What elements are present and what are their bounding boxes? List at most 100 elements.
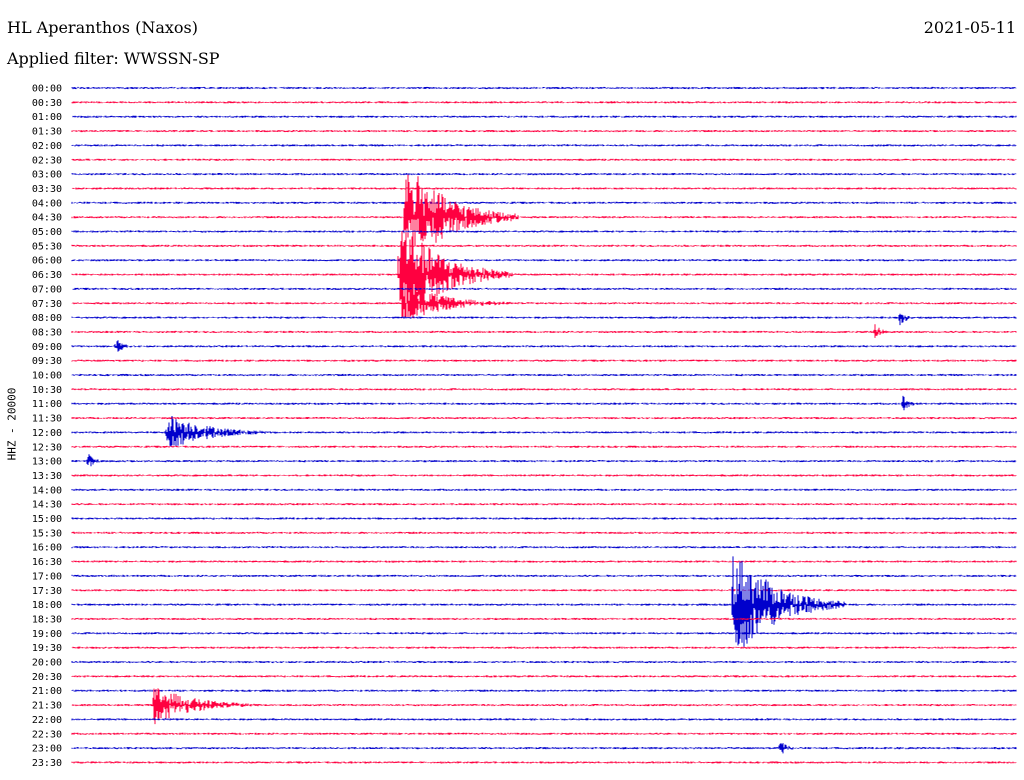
time-tick-label: 02:00 xyxy=(32,141,62,152)
trace-line xyxy=(71,187,1017,190)
time-tick-label: 09:30 xyxy=(32,356,62,367)
trace-line xyxy=(71,646,1017,649)
time-tick-label: 08:00 xyxy=(32,313,62,324)
trace-line xyxy=(71,445,1017,448)
trace-line xyxy=(71,388,1017,391)
trace-line xyxy=(71,259,1017,262)
trace-line xyxy=(71,454,1017,467)
trace-line xyxy=(71,574,1017,577)
time-tick-label: 08:30 xyxy=(32,327,62,338)
trace-line xyxy=(71,231,1017,319)
time-tick-label: 04:00 xyxy=(32,198,62,209)
trace-line xyxy=(71,244,1017,247)
time-tick-label: 18:00 xyxy=(32,600,62,611)
time-tick-label: 20:30 xyxy=(32,672,62,683)
time-tick-label: 10:00 xyxy=(32,371,62,382)
time-tick-label: 03:30 xyxy=(32,184,62,195)
time-tick-label: 07:00 xyxy=(32,284,62,295)
trace-line xyxy=(71,660,1017,664)
time-tick-label: 01:00 xyxy=(32,112,62,123)
time-tick-label: 22:00 xyxy=(32,715,62,726)
time-tick-label: 17:00 xyxy=(32,571,62,582)
time-tick-label: 14:30 xyxy=(32,500,62,511)
trace-line xyxy=(71,201,1017,204)
trace-line xyxy=(71,560,1017,563)
trace-line xyxy=(71,144,1017,147)
time-tick-label: 04:30 xyxy=(32,213,62,224)
time-tick-label: 00:30 xyxy=(32,98,62,109)
trace-line xyxy=(71,689,1017,692)
time-tick-label: 01:30 xyxy=(32,127,62,138)
date-label: 2021-05-11 xyxy=(923,18,1016,37)
trace-line xyxy=(71,718,1017,721)
trace-line xyxy=(71,488,1017,491)
trace-line xyxy=(71,503,1017,506)
time-tick-label: 00:00 xyxy=(32,84,62,95)
trace-line xyxy=(71,474,1017,477)
time-tick-label: 03:00 xyxy=(32,170,62,181)
time-tick-label: 23:00 xyxy=(32,744,62,755)
time-tick-label: 12:30 xyxy=(32,442,62,453)
time-tick-label: 02:30 xyxy=(32,155,62,166)
time-tick-label: 09:00 xyxy=(32,342,62,353)
trace-line xyxy=(71,324,1017,338)
time-tick-label: 05:30 xyxy=(32,241,62,252)
trace-line xyxy=(71,416,1017,447)
time-tick-label: 16:30 xyxy=(32,557,62,568)
trace-line xyxy=(71,546,1017,549)
trace-line xyxy=(71,675,1017,678)
time-tick-label: 23:30 xyxy=(32,758,62,769)
time-tick-label: 17:30 xyxy=(32,586,62,597)
time-tick-label: 06:30 xyxy=(32,270,62,281)
trace-line xyxy=(71,632,1017,635)
trace-line xyxy=(71,340,1017,352)
trace-line xyxy=(71,115,1017,118)
time-tick-label: 20:00 xyxy=(32,658,62,669)
trace-line xyxy=(71,130,1017,133)
time-tick-label: 10:30 xyxy=(32,385,62,396)
trace-line xyxy=(71,517,1017,520)
time-tick-label: 07:30 xyxy=(32,299,62,310)
time-tick-label: 21:30 xyxy=(32,701,62,712)
time-tick-label: 11:30 xyxy=(32,414,62,425)
trace-line xyxy=(71,230,1017,233)
trace-line xyxy=(71,589,1017,592)
time-tick-label: 18:30 xyxy=(32,614,62,625)
trace-line xyxy=(71,531,1017,534)
filter-label: Applied filter: WWSSN-SP xyxy=(7,49,220,68)
time-tick-label: 15:00 xyxy=(32,514,62,525)
trace-line xyxy=(71,395,1017,411)
trace-line xyxy=(71,761,1017,764)
time-tick-label: 14:00 xyxy=(32,485,62,496)
trace-line xyxy=(71,173,1017,176)
trace-line xyxy=(71,359,1017,362)
trace-line xyxy=(71,617,1017,620)
time-tick-label: 16:00 xyxy=(32,543,62,554)
time-tick-label: 13:30 xyxy=(32,471,62,482)
trace-line xyxy=(71,158,1017,161)
trace-line xyxy=(72,287,1017,290)
trace-line xyxy=(71,688,1017,725)
trace-line xyxy=(71,732,1017,735)
trace-line xyxy=(71,86,1017,90)
time-tick-label: 15:30 xyxy=(32,528,62,539)
time-tick-label: 11:00 xyxy=(32,399,62,410)
trace-line xyxy=(71,556,1017,648)
trace-line xyxy=(71,417,1017,420)
time-tick-label: 13:00 xyxy=(32,457,62,468)
trace-line xyxy=(71,101,1017,104)
trace-line xyxy=(71,373,1017,377)
time-tick-label: 19:00 xyxy=(32,629,62,640)
station-title: HL Aperanthos (Naxos) xyxy=(7,18,198,37)
trace-line xyxy=(71,743,1017,754)
trace-line xyxy=(71,287,1017,319)
time-tick-label: 06:00 xyxy=(32,256,62,267)
time-tick-label: 12:00 xyxy=(32,428,62,439)
time-tick-label: 19:30 xyxy=(32,643,62,654)
time-tick-label: 22:30 xyxy=(32,729,62,740)
time-tick-label: 05:00 xyxy=(32,227,62,238)
trace-line xyxy=(71,174,1017,255)
trace-line xyxy=(71,313,1017,326)
time-tick-label: 21:00 xyxy=(32,686,62,697)
